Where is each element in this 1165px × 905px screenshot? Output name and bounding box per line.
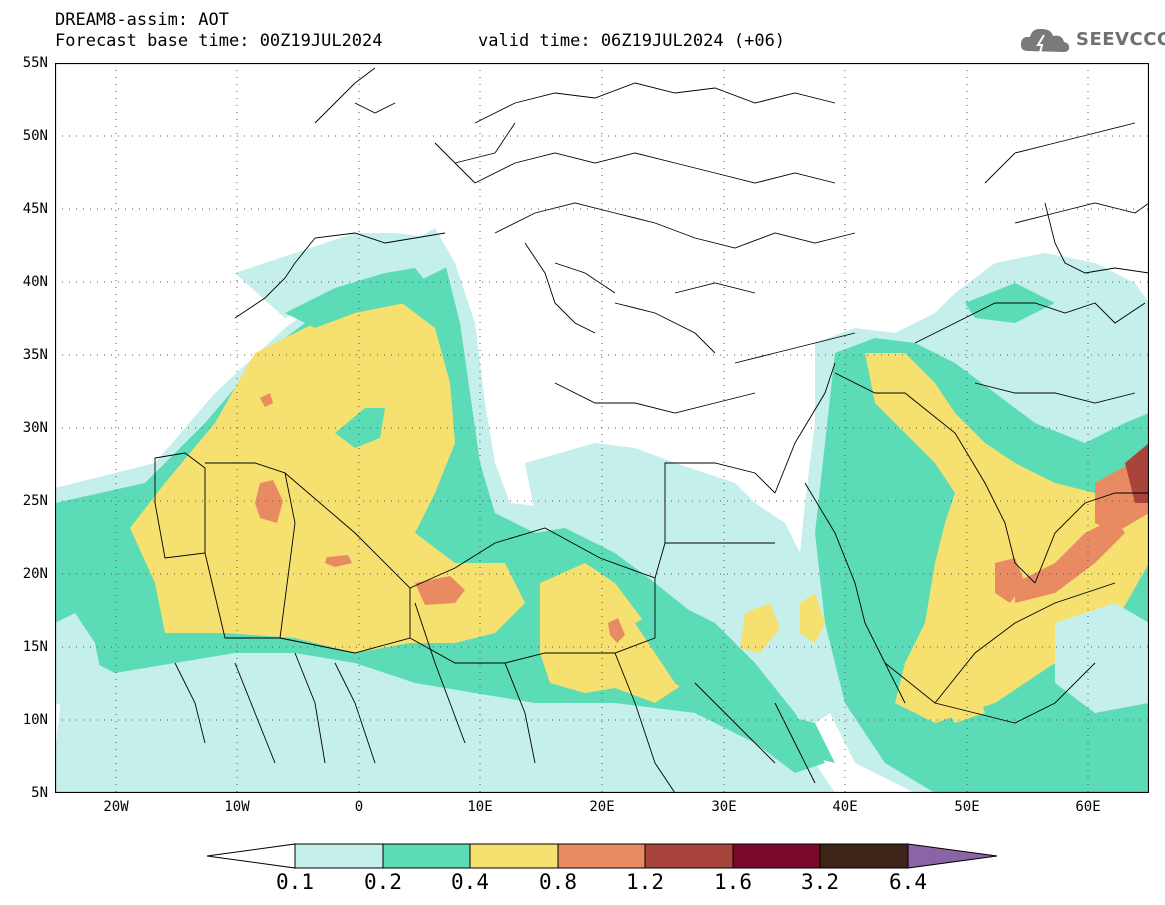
lon-label: 30E [711,799,737,815]
colorbar-label: 3.2 [801,870,839,894]
dust-plume-sahel [525,443,845,773]
country-borders [154,67,1149,793]
lon-label: 10E [467,799,493,815]
map-title: DREAM8-assim: AOT [55,10,229,30]
colorbar-label: 1.2 [626,870,664,894]
forecast-base-time: Forecast base time: 00Z19JUL2024 [55,31,383,51]
colorbar-low-arrow [206,843,296,869]
lat-label: 15N [22,639,48,655]
lon-label: 20E [589,799,615,815]
seevccc-logo: SEEVCCC [1018,23,1165,57]
lon-label: 60E [1075,799,1101,815]
dust-plume-iberia [55,233,455,713]
colorbar-label: 0.4 [451,870,489,894]
color-scale-bar [206,843,998,869]
colorbar-segment-1.2-1.6 [644,843,734,869]
aot-map [55,63,1149,793]
lon-gridlines [115,63,1089,793]
colorbar-segment-1.6-3.2 [732,843,821,869]
lon-label: 50E [954,799,980,815]
colorbar-label: 0.2 [364,870,402,894]
lat-label: 25N [22,493,48,509]
colorbar-label: 6.4 [889,870,927,894]
colorbar-segment-0.1-0.2 [294,843,384,869]
lat-label: 10N [22,712,48,728]
colorbar-segment-3.2-6.4 [819,843,909,869]
valid-time: valid time: 06Z19JUL2024 (+06) [478,31,786,51]
dust-plume-arabia [795,253,1149,793]
lat-label: 55N [22,55,48,71]
lat-label: 5N [31,785,48,801]
lon-label: 10W [224,799,250,815]
colorbar-high-arrow [907,843,998,869]
lon-label: 40E [832,799,858,815]
lat-label: 50N [22,128,48,144]
dust-plume-sahara [55,228,835,793]
lat-label: 20N [22,566,48,582]
colorbar-segment-0.8-1.2 [557,843,646,869]
lat-label: 40N [22,274,48,290]
lat-label: 30N [22,420,48,436]
lon-label: 0 [354,799,364,815]
lat-label: 45N [22,201,48,217]
lat-label: 35N [22,347,48,363]
colorbar-label: 0.1 [276,870,314,894]
lon-label: 20W [103,799,129,815]
colorbar-segment-0.2-0.4 [382,843,471,869]
colorbar-segment-0.4-0.8 [469,843,559,869]
colorbar-label: 0.8 [539,870,577,894]
colorbar-label: 1.6 [714,870,752,894]
cloud-icon [1020,28,1070,54]
logo-text: SEEVCCC [1076,29,1165,50]
map-frame [55,63,1149,793]
